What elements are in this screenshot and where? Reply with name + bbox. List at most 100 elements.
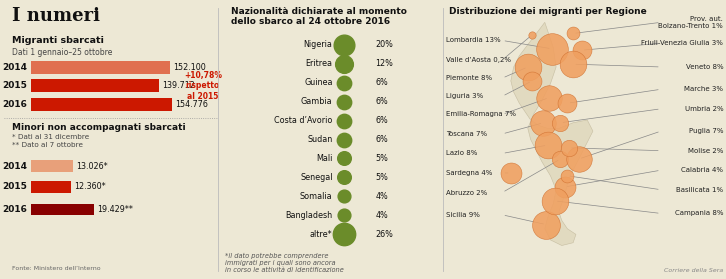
Point [338, 118, 350, 123]
Point [338, 213, 350, 218]
Point [540, 222, 552, 227]
Text: Nazionalità dichiarate al momento
dello sbarco al 24 ottobre 2016: Nazionalità dichiarate al momento dello … [232, 7, 407, 27]
Text: Sardegna 4%: Sardegna 4% [446, 170, 492, 176]
Text: Bangladesh: Bangladesh [285, 211, 333, 220]
Text: Liguria 3%: Liguria 3% [446, 93, 483, 99]
Text: 2016: 2016 [2, 100, 27, 109]
Text: 6%: 6% [375, 135, 388, 144]
Point [573, 157, 584, 161]
Text: Marche 3%: Marche 3% [684, 86, 723, 92]
Bar [31, 160, 73, 172]
Text: Lombardia 13%: Lombardia 13% [446, 37, 500, 44]
Text: Eritrea: Eritrea [306, 59, 333, 68]
Text: 2016: 2016 [2, 205, 27, 214]
Point [338, 99, 350, 104]
Point [562, 174, 574, 178]
Point [549, 199, 560, 203]
Point [555, 121, 566, 125]
Text: 6%: 6% [375, 116, 388, 125]
Text: Emilia-Romagna 7%: Emilia-Romagna 7% [446, 111, 515, 117]
Text: Sudan: Sudan [307, 135, 333, 144]
Text: 13.026*: 13.026* [76, 162, 108, 170]
Text: altre*: altre* [310, 230, 333, 239]
Text: Campania 8%: Campania 8% [674, 210, 723, 217]
Text: Sicilia 9%: Sicilia 9% [446, 212, 480, 218]
Point [555, 157, 566, 161]
Point [576, 48, 587, 52]
Text: 4%: 4% [375, 211, 388, 220]
Text: Somalia: Somalia [300, 192, 333, 201]
Point [537, 121, 549, 125]
Point [338, 80, 350, 85]
Point [567, 31, 579, 36]
Text: Costa d’Avorio: Costa d’Avorio [274, 116, 333, 125]
Text: Minori non accompagnati sbarcati: Minori non accompagnati sbarcati [12, 123, 186, 132]
Text: Guinea: Guinea [304, 78, 333, 87]
Text: ** Dato al 7 ottobre: ** Dato al 7 ottobre [12, 142, 83, 148]
Point [522, 65, 534, 69]
Text: Friuli-Venezia Giulia 3%: Friuli-Venezia Giulia 3% [641, 40, 723, 46]
Text: 2015: 2015 [2, 81, 27, 90]
Bar [31, 181, 71, 193]
Point [338, 175, 350, 180]
Text: 5%: 5% [375, 154, 388, 163]
Text: 4%: 4% [375, 192, 388, 201]
Text: Mali: Mali [317, 154, 333, 163]
Text: Distribuzione dei migranti per Regione: Distribuzione dei migranti per Regione [449, 7, 646, 16]
Text: Gambia: Gambia [301, 97, 333, 106]
Text: Nigeria: Nigeria [303, 40, 333, 49]
Text: 152.100: 152.100 [173, 63, 206, 72]
Text: 12%: 12% [375, 59, 393, 68]
Text: Piemonte 8%: Piemonte 8% [446, 75, 492, 81]
Text: 6%: 6% [375, 78, 388, 87]
Text: 2014: 2014 [2, 162, 27, 170]
Text: *il dato potrebbe comprendere
immigrati per i quali sono ancora
in corso le atti: *il dato potrebbe comprendere immigrati … [224, 252, 343, 273]
Text: Prov. aut.
Bolzano-Trento 1%: Prov. aut. Bolzano-Trento 1% [658, 16, 723, 29]
Polygon shape [511, 22, 593, 246]
Text: Toscana 7%: Toscana 7% [446, 131, 487, 137]
Text: Molise 2%: Molise 2% [688, 148, 723, 154]
Point [338, 42, 350, 47]
Text: 19.429**: 19.429** [97, 205, 133, 214]
Text: Senegal: Senegal [300, 173, 333, 182]
Text: I numeri: I numeri [12, 7, 100, 25]
Text: Basilicata 1%: Basilicata 1% [676, 187, 723, 193]
Text: Corriere della Sera: Corriere della Sera [664, 268, 723, 273]
Point [338, 156, 350, 161]
Text: 20%: 20% [375, 40, 393, 49]
Text: 2014: 2014 [2, 63, 27, 72]
Point [338, 137, 350, 142]
Point [526, 79, 538, 83]
Point [526, 33, 538, 37]
Text: Calabria 4%: Calabria 4% [681, 167, 723, 173]
Text: 6%: 6% [375, 97, 388, 106]
Point [546, 47, 558, 51]
Text: * Dati al 31 dicembre: * Dati al 31 dicembre [12, 134, 89, 141]
Point [338, 61, 350, 66]
Bar [31, 98, 172, 111]
Bar [31, 204, 94, 215]
Point [559, 185, 571, 189]
Point [563, 146, 575, 150]
Point [338, 232, 350, 237]
Text: 12.360*: 12.360* [74, 182, 106, 191]
Text: Abruzzo 2%: Abruzzo 2% [446, 189, 487, 196]
Text: Lazio 8%: Lazio 8% [446, 150, 477, 157]
Point [542, 143, 553, 147]
Text: Migranti sbarcati: Migranti sbarcati [12, 36, 104, 45]
Bar [31, 61, 170, 74]
Text: 2015: 2015 [2, 182, 27, 191]
Text: +10,78%
rispetto
al 2015: +10,78% rispetto al 2015 [184, 71, 222, 100]
Point [338, 194, 350, 199]
Text: Umbria 2%: Umbria 2% [685, 106, 723, 112]
Text: Valle d’Aosta 0,2%: Valle d’Aosta 0,2% [446, 57, 510, 63]
Text: Veneto 8%: Veneto 8% [685, 64, 723, 70]
Text: 154.776: 154.776 [176, 100, 208, 109]
Bar [31, 79, 159, 92]
Text: 5%: 5% [375, 173, 388, 182]
Point [567, 62, 579, 66]
Point [562, 101, 574, 105]
Point [505, 171, 517, 175]
Text: 26%: 26% [375, 230, 393, 239]
Point [543, 95, 555, 100]
